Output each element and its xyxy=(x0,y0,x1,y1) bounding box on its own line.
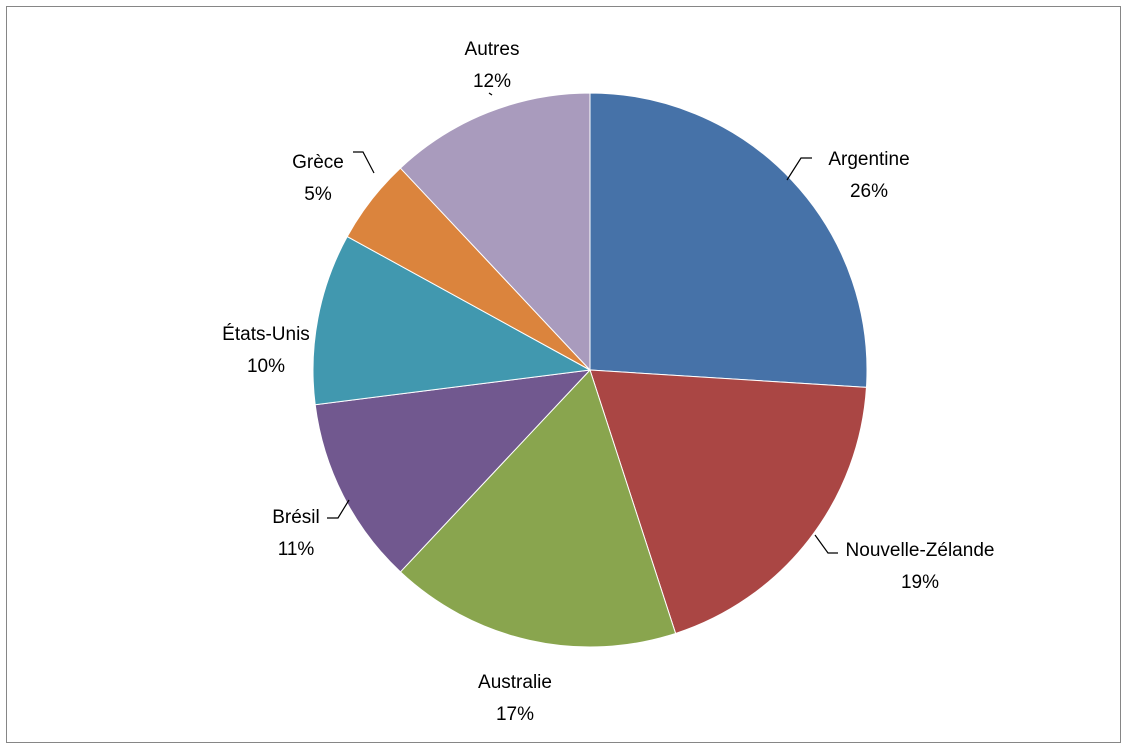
pie-slice-australie xyxy=(399,369,677,648)
slice-label-argentine: Argentine xyxy=(828,149,909,170)
slice-value-label-nouvelle-zelande: 19% xyxy=(901,572,939,593)
pie-slice-autres xyxy=(399,92,591,372)
pie-slice-argentine xyxy=(589,92,868,388)
slice-value-label-autres: 12% xyxy=(473,71,511,92)
slice-label-grece: Grèce xyxy=(292,152,344,173)
slice-value-label-etats-unis: 10% xyxy=(247,356,285,377)
pie-slice-etats-unis xyxy=(312,235,592,406)
slice-value-label-argentine: 26% xyxy=(850,181,888,202)
slice-label-autres: Autres xyxy=(465,39,520,60)
pie-slice-bresil xyxy=(314,369,592,573)
pie-slice-nouvelle-zelande xyxy=(589,369,867,635)
leader-line-nouvelle-zelande xyxy=(814,534,838,554)
slice-value-label-bresil: 11% xyxy=(278,539,315,560)
leader-line-argentine xyxy=(786,157,812,181)
slice-value-label-grece: 5% xyxy=(304,184,332,205)
leader-line-bresil xyxy=(327,499,350,519)
leader-line-grece xyxy=(353,151,375,174)
slice-label-bresil: Brésil xyxy=(272,507,320,528)
leader-line-autres xyxy=(488,92,493,96)
slice-value-label-australie: 17% xyxy=(496,704,534,725)
slice-label-australie: Australie xyxy=(478,672,552,693)
slice-label-nouvelle-zelande: Nouvelle-Zélande xyxy=(846,540,995,561)
slice-label-etats-unis: États-Unis xyxy=(222,324,310,345)
